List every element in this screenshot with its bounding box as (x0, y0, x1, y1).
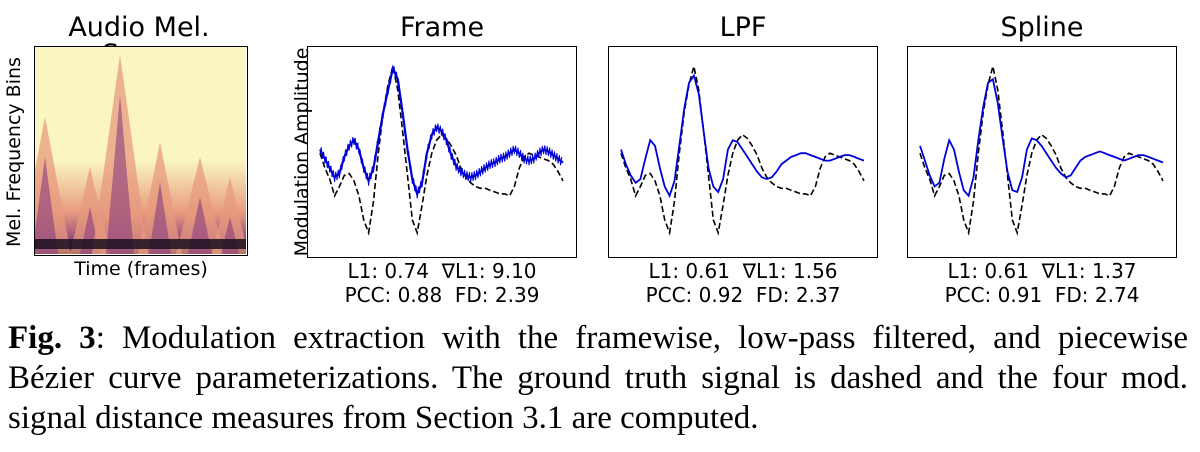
spectrogram-heatmap (35, 47, 246, 254)
metrics-spline-line2: PCC: 0.91 FD: 2.74 (944, 283, 1140, 307)
metrics-frame-line1: L1: 0.74 ∇L1: 9.10 (347, 259, 537, 283)
estimate-line (620, 73, 865, 199)
caption-label: Fig. 3 (8, 320, 96, 356)
figure-caption: Fig. 3: Modulation extraction with the f… (8, 318, 1188, 438)
spectrogram-ylabel: Mel. Frequency Bins (3, 57, 25, 247)
spectrogram-xlabel: Time (frames) (74, 258, 208, 280)
estimate-line (319, 64, 564, 197)
spectrogram-energy-band (212, 177, 246, 254)
estimate-noise (319, 66, 563, 199)
metrics-spline-line1: L1: 0.61 ∇L1: 1.37 (947, 259, 1137, 283)
metrics-frame-line2: PCC: 0.88 FD: 2.39 (344, 283, 540, 307)
ground-truth-line (319, 66, 564, 236)
metrics-lpf-line1: L1: 0.61 ∇L1: 1.56 (648, 259, 838, 283)
spectrogram-energy-core (35, 157, 58, 254)
ground-truth-line (919, 66, 1164, 236)
spectrogram-image (34, 46, 248, 256)
caption-text: : Modulation extraction with the framewi… (8, 320, 1189, 436)
spectrogram-low-band (35, 239, 246, 249)
estimate-line (919, 77, 1164, 198)
metrics-lpf-line2: PCC: 0.92 FD: 2.37 (645, 283, 841, 307)
plot-spline (907, 46, 1177, 258)
panel-title-spline: Spline (1000, 12, 1084, 43)
plot-frame-svg (319, 64, 564, 236)
spectrogram-energy-core (149, 182, 171, 254)
plot-lpf (608, 46, 878, 258)
plot-lpf-svg (620, 66, 865, 236)
spectrogram-energy-core (106, 95, 134, 254)
panel-title-frame: Frame (399, 12, 485, 43)
plot-frame (307, 46, 577, 258)
plot-spline-svg (919, 66, 1164, 236)
panel-title-lpf: LPF (719, 12, 767, 43)
